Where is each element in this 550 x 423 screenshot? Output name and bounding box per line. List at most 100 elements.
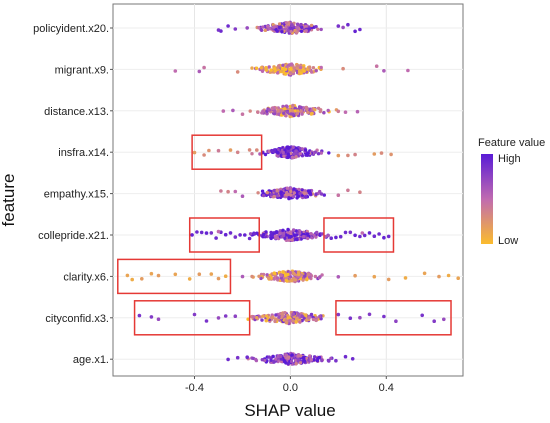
shap-point	[219, 189, 223, 193]
shap-point	[259, 28, 264, 32]
shap-point	[156, 273, 161, 278]
shap-point	[195, 230, 199, 234]
shap-point	[358, 315, 362, 320]
shap-point	[296, 64, 300, 68]
shap-point	[285, 110, 290, 115]
shap-point	[276, 194, 280, 198]
shap-point	[286, 192, 290, 197]
shap-point	[389, 152, 393, 157]
shap-point	[287, 355, 291, 359]
shap-point	[316, 152, 321, 156]
x-tick-label: -0.4	[185, 382, 204, 394]
shap-point	[277, 25, 282, 30]
shap-point	[285, 105, 289, 109]
shap-point	[336, 109, 341, 114]
shap-point	[292, 191, 296, 195]
shap-point	[287, 238, 291, 242]
shap-point	[446, 273, 451, 278]
shap-point	[302, 234, 306, 239]
shap-point	[304, 105, 308, 110]
shap-point	[267, 108, 271, 112]
shap-point	[305, 232, 309, 236]
shap-point	[216, 229, 221, 234]
shap-point	[294, 149, 298, 153]
shap-point	[275, 189, 279, 193]
shap-point	[272, 112, 277, 116]
shap-point	[272, 194, 276, 199]
shap-point	[348, 316, 353, 321]
shap-point	[260, 318, 264, 322]
shap-point	[318, 275, 322, 279]
shap-point	[353, 29, 357, 34]
shap-point	[289, 235, 293, 239]
shap-point	[282, 107, 287, 111]
shap-point	[272, 67, 277, 71]
shap-point	[310, 70, 314, 74]
shap-point	[297, 105, 302, 109]
shap-point	[280, 67, 285, 71]
color-legend: Feature value High Low	[478, 137, 545, 247]
shap-point	[314, 25, 318, 29]
feature-label: empathy.x15.	[44, 189, 109, 201]
shap-point	[386, 234, 391, 239]
shap-point	[284, 318, 288, 322]
shap-point	[265, 273, 269, 277]
shap-point	[252, 232, 257, 236]
shap-point	[233, 314, 238, 319]
shap-point	[300, 112, 304, 116]
feature-label: insfra.x14.	[58, 147, 109, 159]
shap-point	[295, 196, 299, 200]
shap-point	[307, 65, 312, 69]
shap-point	[336, 153, 341, 158]
shap-point	[293, 106, 297, 111]
shap-point	[289, 193, 293, 197]
shap-point	[291, 145, 295, 149]
shap-point	[233, 27, 238, 31]
shap-point	[274, 357, 278, 361]
shap-point	[274, 313, 278, 317]
shap-point	[277, 112, 281, 116]
shap-point	[432, 319, 437, 324]
shap-point	[291, 228, 296, 232]
shap-point	[299, 22, 303, 27]
shap-point	[298, 191, 302, 196]
shap-point	[353, 273, 357, 278]
shap-point	[280, 312, 284, 316]
shap-point	[290, 238, 294, 242]
shap-point	[295, 30, 299, 34]
shap-point	[247, 236, 252, 241]
shap-point	[286, 155, 290, 159]
shap-point	[223, 232, 228, 237]
shap-point	[235, 150, 240, 155]
shap-point	[209, 231, 214, 235]
shap-point	[281, 63, 285, 67]
shap-point	[277, 22, 282, 26]
shap-point	[275, 276, 280, 280]
shap-point	[223, 274, 228, 279]
shap-point	[197, 69, 202, 74]
shap-point	[278, 354, 283, 359]
shap-point	[304, 195, 308, 199]
shap-point	[346, 153, 350, 158]
shap-point	[289, 275, 293, 279]
shap-point	[314, 69, 318, 73]
shap-point	[319, 151, 323, 155]
shap-point	[286, 149, 290, 154]
shap-point	[334, 235, 338, 240]
shap-point	[304, 318, 309, 322]
shap-point	[290, 23, 294, 28]
shap-point	[216, 28, 221, 32]
shap-point	[228, 148, 233, 152]
x-axis-ticks: -0.4 0.0 0.4	[185, 376, 394, 394]
highlight-box	[323, 217, 395, 253]
shap-point	[350, 357, 355, 361]
shap-point	[281, 150, 285, 155]
shap-point	[336, 275, 341, 279]
shap-point	[283, 311, 287, 315]
shap-point	[284, 278, 288, 282]
shap-point	[353, 233, 357, 238]
shap-point	[296, 272, 301, 277]
shap-point	[257, 26, 261, 30]
shap-point	[275, 71, 280, 75]
shap-point	[291, 271, 296, 275]
